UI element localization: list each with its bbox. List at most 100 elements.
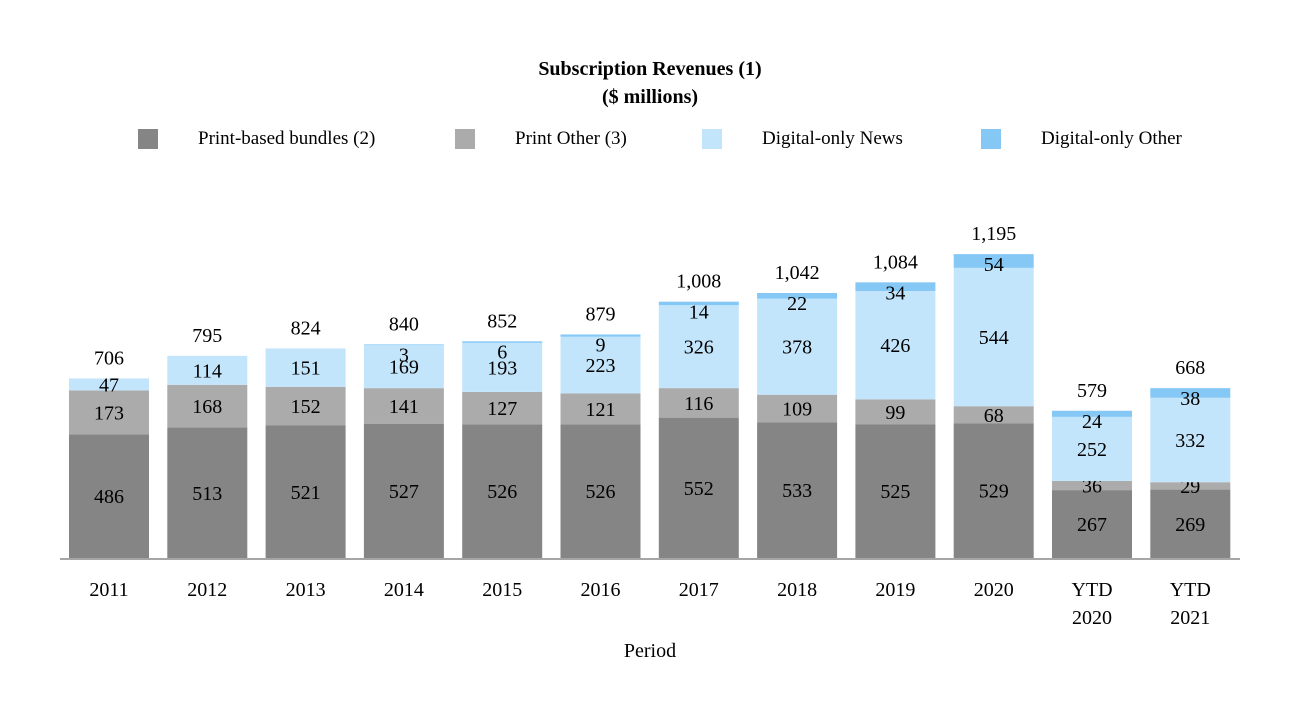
data-label: 426 (880, 335, 910, 357)
legend-item-print-bundles: Print-based bundles (2) (138, 128, 375, 150)
x-tick-label: YTD (1071, 579, 1112, 601)
x-tick-label: 2020 (974, 579, 1014, 601)
data-label: 99 (885, 402, 905, 424)
x-tick-label: 2015 (482, 579, 522, 601)
x-tick-label: 2018 (777, 579, 817, 601)
bar-segment (658, 417, 739, 558)
bar-segment (757, 422, 838, 558)
total-label: 1,195 (971, 223, 1016, 245)
bar-segment (69, 378, 149, 391)
data-label: 22 (787, 293, 807, 315)
bar-segment (265, 386, 346, 426)
data-label: 34 (885, 282, 905, 304)
data-label: 36 (1082, 476, 1102, 498)
bar-segment (462, 342, 543, 392)
data-label: 252 (1077, 439, 1107, 461)
data-label: 552 (684, 478, 714, 500)
x-tick-label: YTD (1170, 579, 1211, 601)
bar-segment (1150, 482, 1231, 490)
x-tick-label: 2017 (679, 579, 719, 601)
data-label: 525 (880, 481, 910, 503)
data-label: 152 (291, 396, 321, 418)
data-label: 127 (487, 398, 517, 420)
bar-segment (953, 254, 1034, 268)
data-label: 68 (984, 405, 1004, 427)
bar-segment (560, 424, 641, 558)
legend-label: Digital-only News (762, 128, 903, 149)
legend-label: Print-based bundles (2) (198, 128, 376, 149)
data-label: 378 (782, 337, 812, 359)
bar-segment (1052, 416, 1132, 481)
bar-segment (560, 334, 641, 337)
legend-swatch (455, 129, 475, 149)
bar-segment (757, 394, 838, 423)
total-label: 1,008 (676, 271, 721, 293)
bar-segment (462, 391, 543, 425)
data-label: 332 (1175, 430, 1205, 452)
x-tick-label: 2011 (89, 579, 128, 601)
bar-segment (1052, 410, 1132, 417)
x-tick-label: 2016 (581, 579, 621, 601)
data-label: 141 (389, 396, 419, 418)
bar-segment (462, 341, 543, 343)
data-label: 544 (979, 327, 1009, 349)
total-label: 824 (291, 317, 321, 339)
data-label: 116 (684, 393, 713, 415)
legend-item-print-other: Print Other (3) (455, 128, 627, 150)
bar-segment (69, 434, 149, 558)
bar-segment (658, 305, 739, 389)
bar-segment (658, 301, 739, 306)
data-label: 526 (586, 481, 616, 503)
data-label: 173 (94, 402, 124, 424)
data-label: 114 (193, 360, 222, 382)
total-label: 795 (192, 325, 222, 347)
bar-segment (1150, 388, 1231, 398)
bar-segment (1052, 490, 1132, 558)
legend-item-digital-other: Digital-only Other (981, 128, 1182, 150)
data-label: 54 (984, 254, 1004, 276)
bar-segment (69, 390, 149, 435)
x-axis-label: Period (623, 640, 677, 662)
data-label: 168 (192, 396, 222, 418)
bar-segment (560, 393, 641, 425)
legend-swatch (981, 129, 1001, 149)
data-label: 223 (586, 355, 616, 377)
data-label: 269 (1175, 514, 1205, 536)
bar-segment (167, 427, 248, 558)
bar-segment (855, 424, 936, 558)
bar-segment (265, 425, 346, 558)
bar-segment (658, 388, 739, 418)
data-label: 267 (1077, 514, 1107, 536)
data-label: 486 (94, 486, 124, 508)
bar-segment (363, 344, 444, 346)
data-label: 121 (586, 399, 616, 421)
bar-segment (855, 399, 936, 425)
total-label: 579 (1077, 380, 1107, 402)
data-label: 9 (596, 334, 606, 356)
total-label: 840 (389, 313, 419, 335)
x-tick-label: 2014 (384, 579, 424, 601)
total-label: 706 (94, 347, 124, 369)
bar-segment (855, 282, 936, 291)
bar-segment (953, 267, 1034, 407)
x-tick-label: 2020 (1072, 607, 1112, 629)
bar-segment (265, 348, 346, 387)
legend-swatch (138, 129, 158, 149)
data-label: 526 (487, 481, 517, 503)
x-tick-label: 2021 (1170, 607, 1210, 629)
data-label: 521 (291, 482, 321, 504)
x-tick-label: 2019 (875, 579, 915, 601)
bar-segment (855, 290, 936, 400)
bar-segment (363, 345, 444, 389)
data-label: 14 (689, 302, 709, 324)
bar-segment (953, 406, 1034, 424)
bar-segment (757, 298, 838, 395)
data-label: 169 (389, 357, 419, 379)
data-label: 151 (291, 358, 321, 380)
bar-segment (1052, 480, 1132, 491)
bar-segment (757, 293, 838, 299)
legend-label: Digital-only Other (1041, 128, 1182, 149)
total-label: 879 (586, 303, 616, 325)
data-label: 513 (192, 483, 222, 505)
